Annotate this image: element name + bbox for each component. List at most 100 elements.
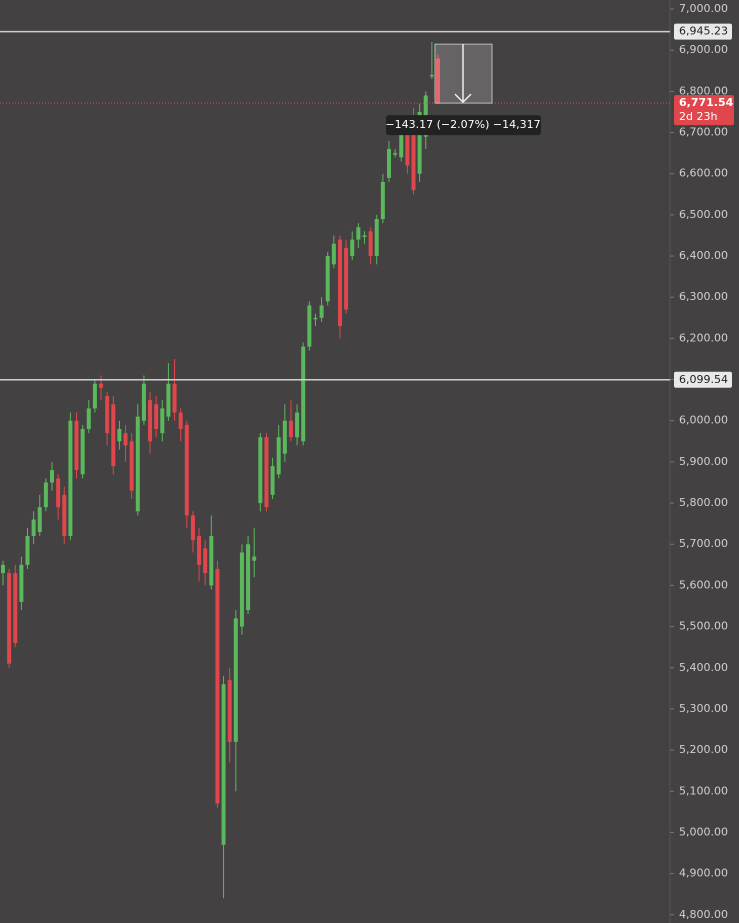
- y-tick-label: 5,300.00: [679, 702, 728, 715]
- candle-body: [141, 383, 146, 421]
- candle-body: [270, 466, 275, 495]
- y-tick-label: 4,900.00: [679, 867, 728, 880]
- candle-body: [19, 564, 24, 602]
- candle-body: [7, 573, 12, 664]
- candle-body: [276, 437, 281, 475]
- candle-body: [221, 684, 226, 845]
- candle-body: [31, 519, 36, 537]
- candle-body: [386, 149, 391, 178]
- candle-body: [68, 420, 73, 537]
- candle-body: [417, 111, 422, 174]
- candle-body: [215, 568, 220, 804]
- current-price-label: 6,771.54: [679, 96, 734, 109]
- candle-body: [129, 441, 134, 491]
- candle-body: [252, 556, 257, 561]
- candle-body: [356, 227, 361, 240]
- candle-body: [405, 124, 410, 166]
- y-tick-label: 6,800.00: [679, 84, 728, 97]
- candle-body: [288, 420, 293, 438]
- measure-arrow: [454, 44, 472, 104]
- y-tick-label: 6,500.00: [679, 208, 728, 221]
- candle-body: [319, 305, 324, 318]
- candle-body: [135, 416, 140, 512]
- candle-body: [178, 412, 183, 429]
- candle-body: [80, 428, 85, 475]
- candle-body: [209, 536, 214, 586]
- price-label: 6,099.54: [679, 373, 728, 386]
- y-tick-label: 6,200.00: [679, 331, 728, 344]
- y-tick-label: 5,100.00: [679, 784, 728, 797]
- candle-body: [301, 346, 306, 442]
- measure-label-box: [386, 115, 541, 136]
- y-tick-label: 4,800.00: [679, 908, 728, 921]
- y-tick-label: 5,400.00: [679, 661, 728, 674]
- price-label-box: [674, 371, 732, 388]
- y-tick-label: 6,900.00: [679, 43, 728, 56]
- candle-body: [117, 428, 122, 442]
- candle-body: [148, 400, 153, 442]
- candle-body: [399, 132, 404, 158]
- candle-body: [13, 573, 18, 644]
- candle-body: [313, 317, 318, 320]
- price-label: 6,945.23: [679, 25, 728, 38]
- y-tick-label: 5,700.00: [679, 537, 728, 550]
- candle-body: [337, 239, 342, 327]
- candle-body: [154, 404, 159, 429]
- candle-body: [258, 437, 263, 504]
- y-tick-label: 5,900.00: [679, 455, 728, 468]
- y-tick-label: 5,000.00: [679, 825, 728, 838]
- y-tick-label: 5,800.00: [679, 496, 728, 509]
- y-tick-label: 7,000.00: [679, 2, 728, 15]
- candle-body: [227, 680, 232, 742]
- candle-body: [37, 507, 42, 532]
- candle-body: [184, 424, 189, 516]
- candle-body: [197, 536, 202, 565]
- candle-body: [92, 383, 97, 409]
- y-tick-label: 5,600.00: [679, 578, 728, 591]
- candle-body: [362, 235, 367, 237]
- y-tick-label: 6,000.00: [679, 414, 728, 427]
- y-tick-label: 6,600.00: [679, 167, 728, 180]
- candle-body: [105, 396, 110, 434]
- candle-body: [246, 544, 251, 611]
- candle-body: [62, 494, 67, 537]
- candle-body: [282, 420, 287, 454]
- candle-body: [43, 482, 48, 508]
- candle-body: [160, 408, 165, 434]
- candle-body: [374, 219, 379, 257]
- candle-body: [111, 404, 116, 467]
- candle-body: [429, 74, 434, 77]
- y-tick-label: 6,700.00: [679, 126, 728, 139]
- candle-body: [411, 124, 416, 191]
- price-label-box: [674, 23, 732, 40]
- y-tick-label: 6,300.00: [679, 290, 728, 303]
- countdown-label: 2d 23h: [679, 110, 717, 123]
- candle-body: [123, 433, 128, 446]
- y-tick-label: 6,400.00: [679, 249, 728, 262]
- candle-body: [393, 153, 398, 155]
- candle-body: [239, 552, 244, 627]
- candle-body: [295, 412, 300, 438]
- candle-body: [436, 58, 440, 104]
- measure-label: −143.17 (−2.07%) −14,317: [385, 118, 540, 131]
- candle-body: [172, 383, 177, 413]
- candle-body: [350, 239, 355, 257]
- candle-body: [50, 470, 55, 483]
- candle-body: [166, 383, 171, 417]
- candle-body: [56, 478, 61, 508]
- candle-body: [344, 247, 349, 310]
- candle-body: [74, 420, 79, 471]
- current-price-box: [674, 95, 734, 126]
- candle-body: [1, 564, 5, 574]
- candle-body: [307, 305, 312, 347]
- candle-body: [99, 383, 104, 388]
- candle-body: [380, 181, 385, 220]
- candle-body: [203, 548, 208, 574]
- candle-body: [331, 243, 336, 265]
- candle-body: [368, 231, 373, 257]
- candle-body: [233, 618, 238, 742]
- y-tick-label: 5,200.00: [679, 743, 728, 756]
- candle-body: [190, 515, 195, 541]
